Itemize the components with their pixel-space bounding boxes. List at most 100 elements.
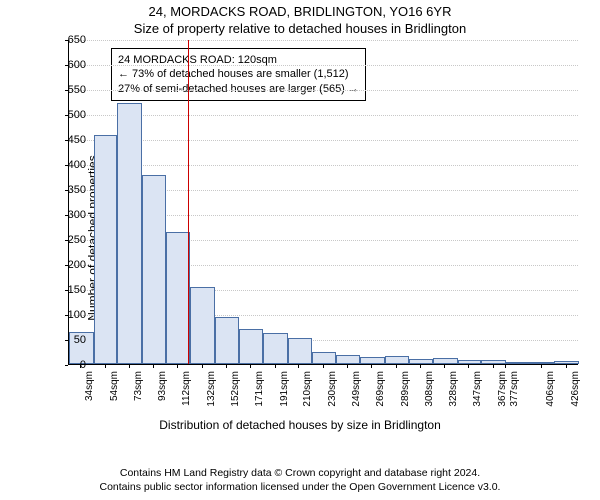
histogram-bar — [458, 360, 482, 364]
histogram-bar — [385, 356, 410, 365]
x-tick-label: 132sqm — [206, 371, 217, 407]
x-tick-mark — [129, 365, 130, 368]
gridline — [69, 140, 578, 141]
x-tick-mark — [468, 365, 469, 368]
x-tick-label: 328sqm — [448, 371, 459, 407]
x-tick-label: 426sqm — [570, 371, 581, 407]
histogram-bar — [531, 362, 555, 365]
y-tick-mark — [65, 190, 68, 191]
histogram-bar — [336, 355, 360, 364]
x-tick-label: 367sqm — [497, 371, 508, 407]
x-tick-label: 377sqm — [509, 371, 520, 407]
y-tick-mark — [65, 40, 68, 41]
y-tick-mark — [65, 240, 68, 241]
footer-line2: Contains public sector information licen… — [0, 480, 600, 494]
y-tick-label: 100 — [56, 309, 86, 321]
chart-titles: 24, MORDACKS ROAD, BRIDLINGTON, YO16 6YR… — [0, 0, 600, 36]
histogram-bar — [360, 357, 385, 365]
x-tick-mark — [298, 365, 299, 368]
gridline — [69, 40, 578, 41]
callout-line3: 27% of semi-detached houses are larger (… — [118, 82, 359, 96]
title-line2: Size of property relative to detached ho… — [0, 21, 600, 36]
x-tick-mark — [323, 365, 324, 368]
x-tick-mark — [347, 365, 348, 368]
x-tick-mark — [226, 365, 227, 368]
x-tick-label: 249sqm — [351, 371, 362, 407]
histogram-bar — [94, 135, 118, 364]
footer-line1: Contains HM Land Registry data © Crown c… — [0, 466, 600, 480]
reference-line — [188, 40, 189, 364]
x-tick-mark — [541, 365, 542, 368]
x-tick-mark — [444, 365, 445, 368]
y-tick-label: 350 — [56, 184, 86, 196]
x-tick-label: 289sqm — [400, 371, 411, 407]
gridline — [69, 165, 578, 166]
x-tick-label: 112sqm — [181, 371, 192, 406]
x-tick-mark — [566, 365, 567, 368]
y-tick-label: 600 — [56, 59, 86, 71]
x-tick-mark — [371, 365, 372, 368]
callout-line2: ← 73% of detached houses are smaller (1,… — [118, 67, 359, 81]
x-tick-label: 406sqm — [545, 371, 556, 407]
y-tick-label: 450 — [56, 134, 86, 146]
histogram-bar — [554, 361, 579, 364]
plot-area: 24 MORDACKS ROAD: 120sqm ← 73% of detach… — [68, 40, 578, 365]
y-tick-label: 0 — [56, 359, 86, 371]
gridline — [69, 90, 578, 91]
y-tick-mark — [65, 265, 68, 266]
x-tick-mark — [153, 365, 154, 368]
x-tick-label: 230sqm — [327, 371, 338, 407]
x-tick-mark — [493, 365, 494, 368]
x-tick-label: 73sqm — [133, 371, 144, 401]
x-axis-label: Distribution of detached houses by size … — [0, 418, 600, 432]
y-tick-label: 200 — [56, 259, 86, 271]
histogram-bar — [239, 329, 264, 364]
y-tick-mark — [65, 315, 68, 316]
x-tick-mark — [396, 365, 397, 368]
x-tick-label: 191sqm — [279, 371, 290, 407]
x-tick-label: 152sqm — [230, 371, 241, 407]
chart-container: Number of detached properties 24 MORDACK… — [0, 40, 600, 435]
y-tick-mark — [65, 115, 68, 116]
title-line1: 24, MORDACKS ROAD, BRIDLINGTON, YO16 6YR — [0, 4, 600, 19]
histogram-bar — [433, 358, 458, 365]
x-tick-label: 347sqm — [472, 371, 483, 407]
y-tick-label: 250 — [56, 234, 86, 246]
y-tick-mark — [65, 140, 68, 141]
gridline — [69, 65, 578, 66]
x-tick-label: 210sqm — [302, 371, 313, 407]
histogram-bar — [263, 333, 288, 364]
x-tick-mark — [202, 365, 203, 368]
x-tick-mark — [177, 365, 178, 368]
y-tick-mark — [65, 365, 68, 366]
histogram-bar — [142, 175, 166, 364]
x-tick-mark — [80, 365, 81, 368]
histogram-bar — [312, 352, 337, 365]
x-tick-mark — [250, 365, 251, 368]
y-tick-mark — [65, 65, 68, 66]
y-tick-label: 300 — [56, 209, 86, 221]
x-tick-mark — [275, 365, 276, 368]
histogram-bar — [190, 287, 215, 365]
histogram-bar — [288, 338, 312, 364]
x-tick-label: 93sqm — [157, 371, 168, 401]
x-tick-mark — [505, 365, 506, 368]
y-tick-label: 400 — [56, 159, 86, 171]
y-tick-label: 500 — [56, 109, 86, 121]
y-tick-mark — [65, 340, 68, 341]
y-tick-label: 50 — [56, 334, 86, 346]
y-tick-mark — [65, 90, 68, 91]
y-tick-label: 150 — [56, 284, 86, 296]
histogram-bar — [166, 232, 191, 365]
x-tick-label: 308sqm — [424, 371, 435, 407]
x-tick-label: 171sqm — [254, 371, 265, 407]
y-tick-label: 650 — [56, 34, 86, 46]
histogram-bar — [409, 359, 433, 364]
callout-box: 24 MORDACKS ROAD: 120sqm ← 73% of detach… — [111, 48, 366, 101]
x-tick-mark — [105, 365, 106, 368]
footer: Contains HM Land Registry data © Crown c… — [0, 466, 600, 494]
y-tick-mark — [65, 165, 68, 166]
y-tick-mark — [65, 215, 68, 216]
x-tick-label: 54sqm — [109, 371, 120, 401]
x-tick-label: 269sqm — [375, 371, 386, 407]
